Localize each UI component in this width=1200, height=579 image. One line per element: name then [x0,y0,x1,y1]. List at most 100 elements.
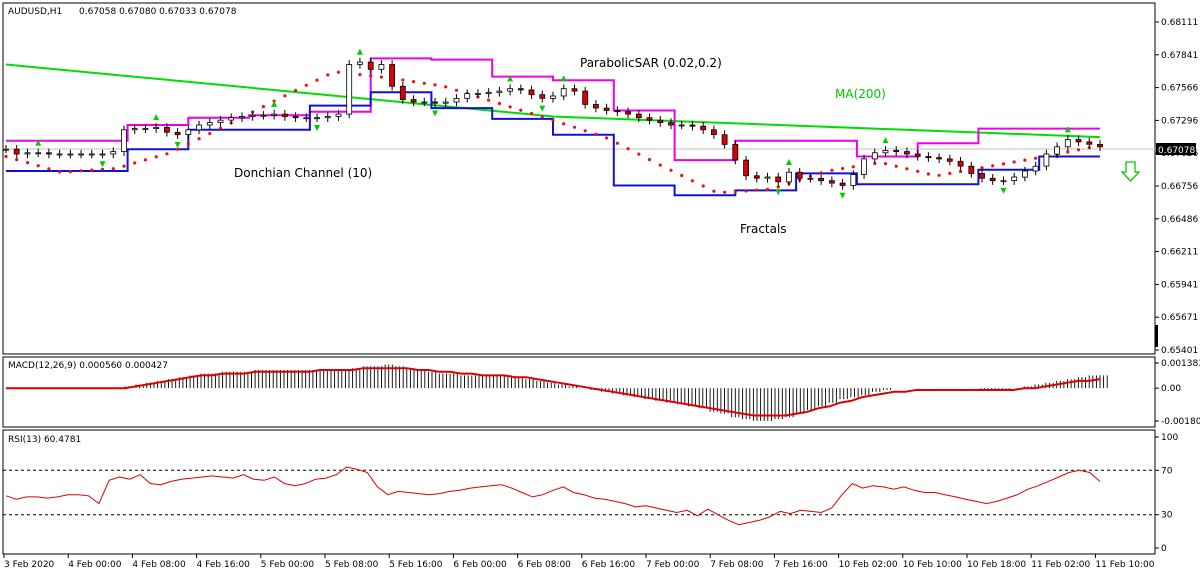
rsi-title: RSI(13) 60.4781 [8,435,81,445]
fractal-up-icon [507,75,514,82]
price-tick-label: 0.65941 [1161,280,1198,290]
candle-up [1054,146,1060,155]
sar-dot [669,168,673,172]
candle-up [99,153,106,156]
sar-dot [626,147,630,151]
candle-up [206,122,213,126]
time-tick-label: 11 Feb 10:00 [1095,560,1154,570]
candle-up [378,64,385,70]
donchian-upper-line [6,57,1100,162]
fractal-down-icon [174,141,181,148]
candle-up [324,116,331,119]
sar-dot [959,169,963,174]
sar-dot [218,126,223,130]
sar-dot [1066,150,1070,154]
sar-dot [294,88,298,93]
chart-ohlc: 0.67058 0.67080 0.67033 0.67078 [79,7,237,17]
macd-tick-label: 0.001383 [1161,359,1200,369]
macd-tick-label: 0.00 [1161,384,1181,394]
ma200-line [5,63,1101,139]
sar-dot [916,169,920,173]
time-tick-label: 5 Feb 00:00 [261,560,315,570]
time-tick-label: 6 Feb 08:00 [518,560,572,570]
fractal-up-icon [153,114,160,121]
rsi-panel: 100 70 30 0 RSI(13) 60.4781 [2,429,1178,555]
sar-dot [926,172,931,176]
time-tick-label: 4 Feb 08:00 [132,560,186,570]
candle-up [56,153,63,156]
sar-dot [47,167,51,171]
sar-dot [100,167,105,171]
sar-dot [894,164,898,168]
candle-up [88,153,95,156]
sar-dot [755,188,759,192]
candle-up [1000,180,1007,183]
candlesticks [3,57,1103,190]
sar-dot [143,158,147,162]
candle-up [485,91,492,94]
fractal-down-icon [839,192,846,199]
sar-dot [701,184,705,188]
sar-dot [25,161,30,165]
sar-dot [873,161,877,166]
price-tick-label: 0.67841 [1161,51,1198,61]
candle-up [1064,139,1071,148]
candle-down [163,127,170,133]
candle-down [281,113,288,117]
ma-annotation: MA(200) [835,87,886,101]
sar-dot [401,78,405,82]
candle-down [839,182,846,186]
price-tick-label: 0.65401 [1161,346,1198,356]
sar-dot [379,75,383,79]
price-tick-label: 0.67566 [1161,84,1198,94]
sar-dot [508,105,512,109]
rsi-tick-label: 0 [1161,544,1167,554]
candle-up [228,117,235,121]
sar-dot [572,125,577,129]
candle-up [678,124,685,127]
sar-dot [422,81,426,85]
candle-down [979,172,985,179]
candle-down [818,177,824,182]
candle-up [153,127,160,130]
candle-down [775,176,782,183]
candle-down [732,143,739,161]
fractal-up-icon [882,137,889,144]
ma200-path [5,63,1101,139]
sar-dot [851,165,855,169]
sar-dot [819,171,823,175]
sar-dot [176,147,180,151]
candle-down [517,88,524,91]
macd-title: MACD(12,26,9) 0.000560 0.000427 [8,361,168,371]
sar-dot [647,158,652,162]
sar-dot [637,152,641,156]
candle-down [635,113,642,119]
candle-down [582,90,589,105]
sar-dot [551,118,555,122]
sar-dot [133,161,137,165]
candle-up [303,117,310,120]
sar-dot [690,179,695,183]
candle-up [850,174,857,186]
time-tick-label: 6 Feb 16:00 [582,560,636,570]
rsi-line [5,466,1101,526]
candle-up [142,128,149,131]
fractal-down-icon [539,105,546,112]
candle-down [689,124,696,127]
candle-down [367,61,374,70]
sar-dot [433,83,437,87]
donchian-annotation: Donchian Channel (10) [234,166,372,180]
current-price-badge: 0.67078 [1156,143,1196,156]
sar-dot [358,73,362,77]
sar-dot [605,136,609,140]
sar-dot [765,187,770,191]
candle-up [496,90,503,93]
time-axis: 3 Feb 2020 4 Feb 00:00 4 Feb 08:00 4 Feb 16… [3,554,1155,570]
candle-down [721,134,728,145]
sar-dot [4,154,8,159]
candle-up [1043,153,1050,167]
macd-panel: 0.001383 0.00 -0.001804 MACD(12,26,9) 0.00… [2,356,1200,428]
main-panel: 0.681110.678410.675660.672960.670260.667… [2,2,1198,356]
sar-dot [487,98,491,102]
candle-up [314,117,320,120]
